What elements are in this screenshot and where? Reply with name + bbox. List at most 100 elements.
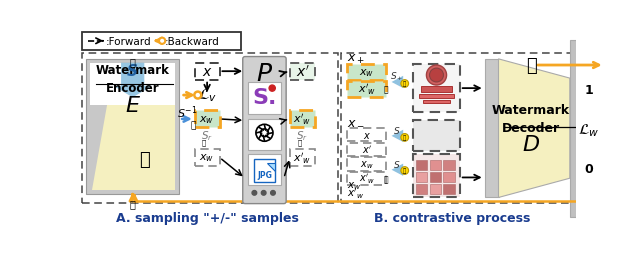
Circle shape	[401, 134, 408, 142]
FancyBboxPatch shape	[90, 64, 175, 106]
Text: $x_-$: $x_-$	[348, 115, 365, 128]
Polygon shape	[499, 60, 570, 198]
Text: 🔒: 🔒	[403, 135, 406, 141]
Bar	[429, 160, 441, 170]
FancyBboxPatch shape	[86, 60, 179, 194]
Text: $E$: $E$	[125, 95, 141, 117]
Bar	[348, 82, 386, 97]
Bar	[195, 64, 220, 80]
Bar	[415, 185, 428, 195]
Text: $x'$: $x'$	[362, 144, 372, 155]
FancyBboxPatch shape	[243, 57, 286, 204]
Bar	[348, 172, 386, 185]
Bar	[348, 143, 386, 156]
Text: :Forward: :Forward	[106, 37, 151, 46]
Polygon shape	[267, 163, 275, 171]
Text: $x'_w$: $x'_w$	[293, 112, 312, 127]
Polygon shape	[392, 164, 403, 176]
Bar	[415, 172, 428, 182]
Polygon shape	[113, 64, 152, 98]
Circle shape	[252, 191, 257, 195]
Text: S: S	[127, 64, 138, 78]
Text: 0: 0	[585, 162, 593, 175]
Circle shape	[429, 69, 444, 83]
Bar	[195, 149, 220, 166]
Text: $S^{-1}$: $S^{-1}$	[177, 104, 197, 120]
Text: $x_w$: $x_w$	[348, 180, 362, 191]
Bar	[290, 149, 315, 166]
Text: 🔑: 🔑	[202, 138, 206, 145]
Bar	[444, 172, 455, 182]
Text: $x'_w$: $x'_w$	[348, 186, 365, 200]
Text: 🔒: 🔒	[403, 168, 406, 174]
Text: 🔒: 🔒	[130, 57, 136, 67]
Text: :Backward: :Backward	[165, 37, 220, 46]
FancyBboxPatch shape	[248, 119, 281, 150]
Text: 🔒: 🔒	[403, 81, 406, 87]
FancyBboxPatch shape	[419, 94, 454, 99]
Bar	[415, 160, 428, 170]
Bar	[290, 64, 315, 80]
Polygon shape	[92, 94, 175, 190]
Text: 🔑: 🔑	[384, 174, 388, 183]
Bar	[413, 155, 460, 197]
Circle shape	[159, 39, 165, 45]
Bar	[413, 121, 460, 152]
Circle shape	[580, 82, 598, 99]
FancyBboxPatch shape	[421, 86, 452, 93]
FancyBboxPatch shape	[83, 33, 241, 51]
Text: $x'_w$: $x'_w$	[358, 172, 375, 186]
Text: Watermark
Encoder: Watermark Encoder	[96, 63, 170, 94]
Text: 🔑: 🔑	[297, 138, 301, 145]
Bar	[348, 158, 386, 171]
Text: 🔥: 🔥	[525, 57, 536, 75]
Circle shape	[426, 66, 447, 86]
Text: S.: S.	[252, 88, 276, 108]
Text: 🔑: 🔑	[191, 121, 196, 130]
Text: $S_r$: $S_r$	[296, 129, 308, 142]
Text: B. contrastive process: B. contrastive process	[374, 211, 530, 224]
FancyBboxPatch shape	[254, 159, 275, 182]
Text: $D$: $D$	[522, 133, 540, 155]
Text: $x'_w$: $x'_w$	[358, 82, 376, 97]
Bar	[83, 54, 338, 203]
Text: Watermark
Decoder: Watermark Decoder	[492, 104, 570, 135]
Bar	[290, 111, 315, 128]
Circle shape	[596, 127, 604, 134]
Text: $x_w$: $x_w$	[360, 158, 374, 170]
Polygon shape	[392, 76, 403, 89]
Text: $x_w$: $x_w$	[200, 114, 214, 125]
Bar	[195, 111, 220, 128]
Circle shape	[195, 92, 202, 99]
Text: JPG: JPG	[257, 170, 272, 179]
Text: $S$: $S$	[393, 158, 401, 169]
Text: $x'$: $x'$	[296, 64, 309, 80]
Bar	[348, 129, 386, 142]
Bar	[348, 65, 386, 80]
Text: $x'_w$: $x'_w$	[293, 150, 312, 165]
Text: $x$: $x$	[202, 65, 212, 79]
Bar	[341, 54, 572, 203]
Text: $x_w$: $x_w$	[200, 152, 214, 164]
Polygon shape	[392, 130, 403, 142]
Text: 1: 1	[585, 84, 593, 97]
Text: $\mathcal{L}_v$: $\mathcal{L}_v$	[198, 87, 217, 104]
Circle shape	[261, 191, 266, 195]
Text: $x$: $x$	[363, 130, 371, 140]
Bar	[413, 65, 460, 113]
FancyBboxPatch shape	[422, 100, 451, 103]
Circle shape	[401, 80, 408, 88]
Circle shape	[271, 191, 275, 195]
Text: 🔑: 🔑	[384, 85, 388, 94]
Circle shape	[580, 160, 598, 177]
Text: $x_+$: $x_+$	[348, 52, 365, 65]
Circle shape	[269, 86, 275, 92]
FancyBboxPatch shape	[570, 40, 584, 217]
Bar	[429, 172, 441, 182]
Text: $S_r$: $S_r$	[201, 129, 213, 142]
FancyBboxPatch shape	[248, 83, 281, 115]
Bar	[429, 185, 441, 195]
Circle shape	[401, 167, 408, 175]
Bar	[444, 185, 455, 195]
Text: 🔥: 🔥	[139, 150, 150, 168]
